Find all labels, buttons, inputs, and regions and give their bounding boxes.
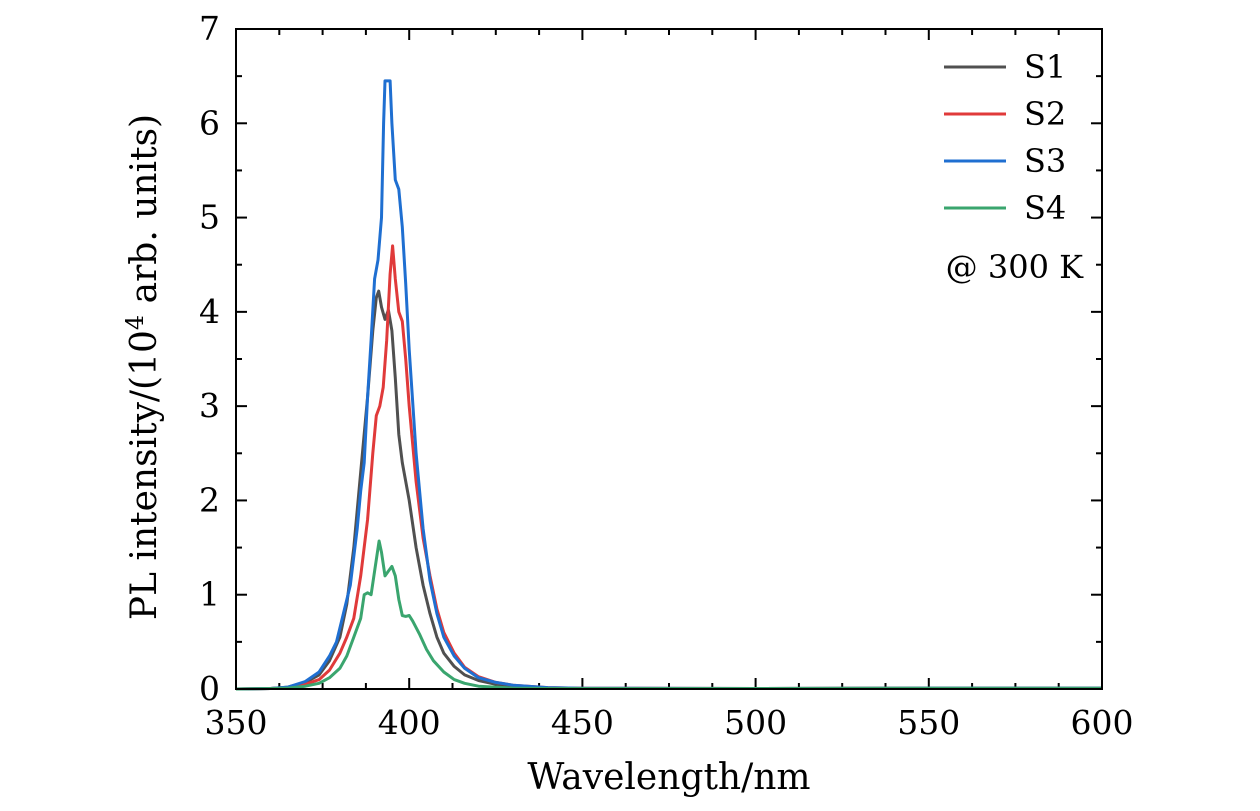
y-tick-label: 7 bbox=[199, 9, 220, 48]
series-layer bbox=[235, 79, 1102, 691]
legend: S1 S2 S3 S4 bbox=[944, 48, 1066, 227]
legend-label-s4: S4 bbox=[1024, 189, 1066, 227]
y-axis-label: PL intensity/(104 arb. units) bbox=[121, 114, 165, 620]
legend-label-s3: S3 bbox=[1024, 142, 1066, 180]
series-line-s4 bbox=[235, 539, 1102, 691]
y-axis-label-exponent: 4 bbox=[121, 315, 149, 330]
tick-layer: 350 400 450 500 550 600 0 1 2 3 4 5 6 7 bbox=[199, 9, 1134, 742]
x-tick-label: 550 bbox=[897, 703, 960, 742]
legend-label-s1: S1 bbox=[1024, 48, 1066, 86]
series-line-s2 bbox=[235, 244, 1102, 691]
y-tick-label: 3 bbox=[199, 386, 220, 425]
y-tick-label: 6 bbox=[199, 103, 220, 142]
plot-frame bbox=[235, 28, 1103, 690]
y-axis-label-prefix: PL intensity/(10 bbox=[124, 330, 165, 620]
temperature-annotation: @ 300 K bbox=[946, 248, 1084, 286]
legend-label-s2: S2 bbox=[1024, 95, 1066, 133]
y-tick-label: 4 bbox=[199, 292, 220, 331]
x-tick-label: 350 bbox=[205, 703, 268, 742]
x-tick-label: 500 bbox=[724, 703, 787, 742]
y-tick-label: 0 bbox=[199, 669, 220, 708]
y-tick-label: 2 bbox=[199, 480, 220, 519]
series-line-s1 bbox=[235, 289, 1102, 691]
y-axis-label-suffix: arb. units) bbox=[124, 114, 165, 315]
x-axis-label: Wavelength/nm bbox=[527, 757, 810, 798]
x-tick-label: 600 bbox=[1071, 703, 1134, 742]
x-tick-label: 400 bbox=[378, 703, 441, 742]
axis-labels: Wavelength/nm PL intensity/(104 arb. uni… bbox=[121, 114, 811, 798]
y-tick-label: 1 bbox=[199, 575, 220, 614]
series-line-s3 bbox=[235, 79, 1102, 691]
x-tick-label: 450 bbox=[551, 703, 614, 742]
y-tick-label: 5 bbox=[199, 198, 220, 237]
